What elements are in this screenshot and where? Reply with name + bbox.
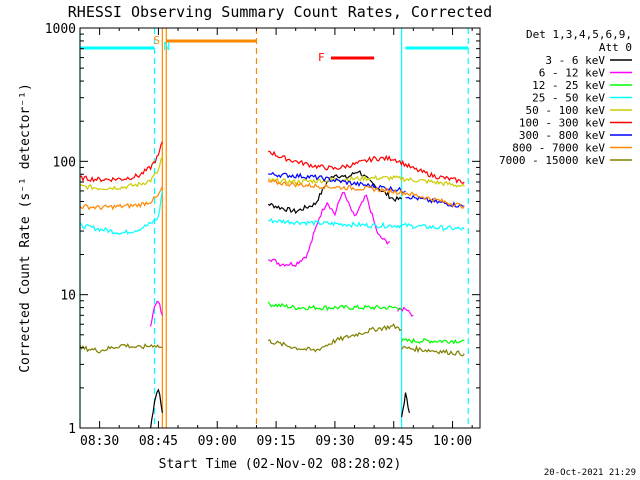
series-line bbox=[401, 392, 410, 418]
x-tick-label: 09:00 bbox=[198, 434, 237, 449]
legend-header-line2: Att 0 bbox=[599, 41, 632, 54]
series-line bbox=[150, 300, 163, 327]
y-tick-label: 10 bbox=[60, 289, 76, 304]
series-line bbox=[267, 301, 403, 312]
series-line bbox=[267, 174, 465, 188]
series-line bbox=[150, 388, 163, 429]
series-line bbox=[401, 344, 465, 357]
legend-entry: 7000 - 15000 keV bbox=[499, 154, 605, 167]
legend-entry: 25 - 50 keV bbox=[532, 92, 605, 105]
x-axis-label: Start Time (02-Nov-02 08:28:02) bbox=[159, 457, 402, 472]
legend-header-line1: Det 1,3,4,5,6,9, bbox=[526, 28, 632, 41]
series-100-300-kev bbox=[79, 141, 465, 184]
legend-entry: 300 - 800 keV bbox=[519, 129, 605, 142]
chart-title: RHESSI Observing Summary Count Rates, Co… bbox=[68, 3, 492, 21]
series-line bbox=[401, 337, 465, 345]
x-tick-label: 09:15 bbox=[257, 434, 296, 449]
legend-entry: 6 - 12 keV bbox=[539, 67, 606, 80]
series-12-25-kev bbox=[267, 301, 465, 345]
series-layer bbox=[79, 141, 465, 429]
legend-entry: 100 - 300 keV bbox=[519, 117, 605, 130]
series-line bbox=[267, 179, 465, 209]
series-line bbox=[79, 190, 163, 236]
series-50-100-kev bbox=[79, 155, 465, 191]
footer-timestamp: 20-Oct-2021 21:29 bbox=[544, 468, 636, 478]
series-line bbox=[268, 150, 465, 184]
annotation-bars bbox=[80, 39, 469, 60]
series-line bbox=[79, 343, 163, 354]
series-line bbox=[79, 186, 163, 211]
legend-entry: 3 - 6 keV bbox=[545, 54, 605, 67]
series-line bbox=[267, 323, 402, 353]
x-tick-label: 09:45 bbox=[374, 434, 413, 449]
series-line bbox=[267, 170, 403, 215]
x-tick-label: 09:30 bbox=[315, 434, 354, 449]
x-tick-label: 08:45 bbox=[139, 434, 178, 449]
series-line bbox=[79, 155, 163, 191]
legend-entry: 800 - 7000 keV bbox=[512, 142, 605, 155]
legend-entry: 12 - 25 keV bbox=[532, 79, 605, 92]
series-line bbox=[79, 141, 163, 183]
y-axis-label: Corrected Count Rate (s⁻¹ detector⁻¹) bbox=[18, 83, 33, 373]
plot-frame bbox=[79, 27, 481, 429]
series-25-50-kev bbox=[79, 190, 465, 236]
series-7000-15000-kev bbox=[79, 323, 465, 357]
series-3-6-kev bbox=[150, 170, 410, 429]
series-line bbox=[267, 191, 391, 268]
x-tick-label: 10:00 bbox=[433, 434, 472, 449]
series-line bbox=[268, 217, 465, 232]
series-800-7000-kev bbox=[79, 179, 465, 211]
saa-marker-label: N bbox=[163, 40, 170, 53]
y-tick-label: 1 bbox=[68, 422, 76, 437]
legend-entry: 50 - 100 keV bbox=[526, 104, 606, 117]
y-tick-label: 1000 bbox=[45, 22, 76, 37]
night-marker-label: S bbox=[153, 34, 160, 47]
axes: 08:30 08:45 09:00 09:15 09:30 09:45 10:00 1 10 10… bbox=[45, 22, 480, 449]
flare-marker-label: F bbox=[318, 51, 325, 64]
annotation-labels: S N F bbox=[153, 34, 324, 64]
x-tick-label: 08:30 bbox=[80, 434, 119, 449]
y-tick-label: 100 bbox=[53, 155, 76, 170]
series-line bbox=[268, 171, 406, 193]
